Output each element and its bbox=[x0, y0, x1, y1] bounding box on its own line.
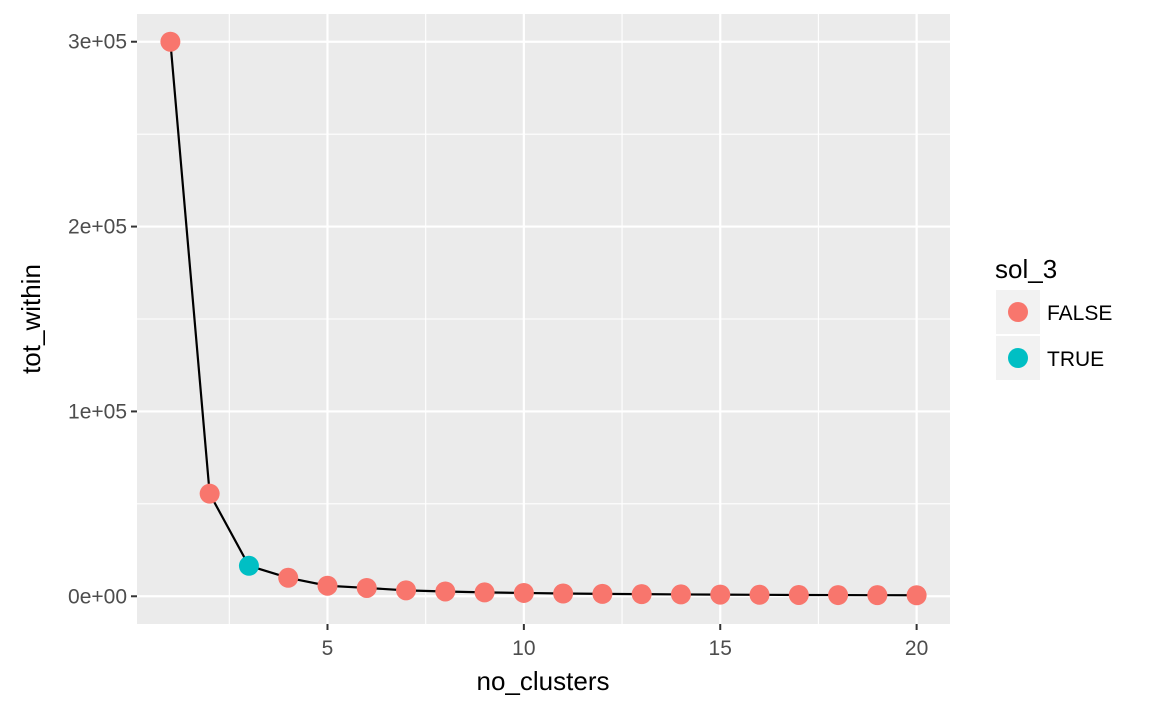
minor-gridlines bbox=[137, 14, 950, 624]
data-point bbox=[670, 584, 691, 605]
data-point bbox=[160, 31, 181, 52]
data-point bbox=[867, 585, 888, 606]
data-point bbox=[396, 580, 417, 601]
data-point bbox=[317, 575, 338, 596]
y-tick-label: 1e+05 bbox=[68, 400, 127, 423]
legend-label-false: FALSE bbox=[1047, 302, 1112, 325]
data-point bbox=[710, 584, 731, 605]
x-tick-label: 20 bbox=[905, 637, 928, 660]
data-point bbox=[278, 567, 299, 588]
data-point bbox=[788, 584, 809, 605]
x-tick-label: 5 bbox=[322, 637, 334, 660]
data-point bbox=[631, 584, 652, 605]
y-axis-title: tot_within bbox=[16, 264, 46, 374]
legend-label-true: TRUE bbox=[1047, 348, 1104, 371]
y-tick-label: 2e+05 bbox=[68, 216, 127, 239]
y-tick-label: 0e+00 bbox=[68, 585, 127, 608]
legend-title: sol_3 bbox=[995, 254, 1057, 284]
legend-point-true bbox=[1008, 348, 1028, 368]
major-gridlines bbox=[137, 14, 950, 624]
data-point bbox=[592, 583, 613, 604]
data-point bbox=[513, 582, 534, 603]
data-point bbox=[238, 555, 259, 576]
series-points-group bbox=[160, 31, 927, 606]
x-tick-label: 10 bbox=[512, 637, 535, 660]
data-point bbox=[435, 581, 456, 602]
data-point bbox=[356, 577, 377, 598]
legend-point-false bbox=[1008, 302, 1028, 322]
y-axis: 0e+00 1e+05 2e+05 3e+05 bbox=[68, 31, 137, 608]
y-tick-label: 3e+05 bbox=[68, 31, 127, 54]
x-tick-label: 15 bbox=[709, 637, 732, 660]
data-point bbox=[199, 483, 220, 504]
x-axis: 5 10 15 20 bbox=[322, 624, 928, 660]
data-point bbox=[828, 585, 849, 606]
x-axis-title: no_clusters bbox=[477, 666, 610, 696]
data-point bbox=[749, 584, 770, 605]
legend-entry-false: FALSE bbox=[996, 290, 1112, 334]
data-point bbox=[906, 585, 927, 606]
legend-entry-true: TRUE bbox=[996, 336, 1104, 380]
data-point bbox=[553, 583, 574, 604]
legend: sol_3 FALSE TRUE bbox=[995, 254, 1112, 380]
data-point bbox=[474, 582, 495, 603]
